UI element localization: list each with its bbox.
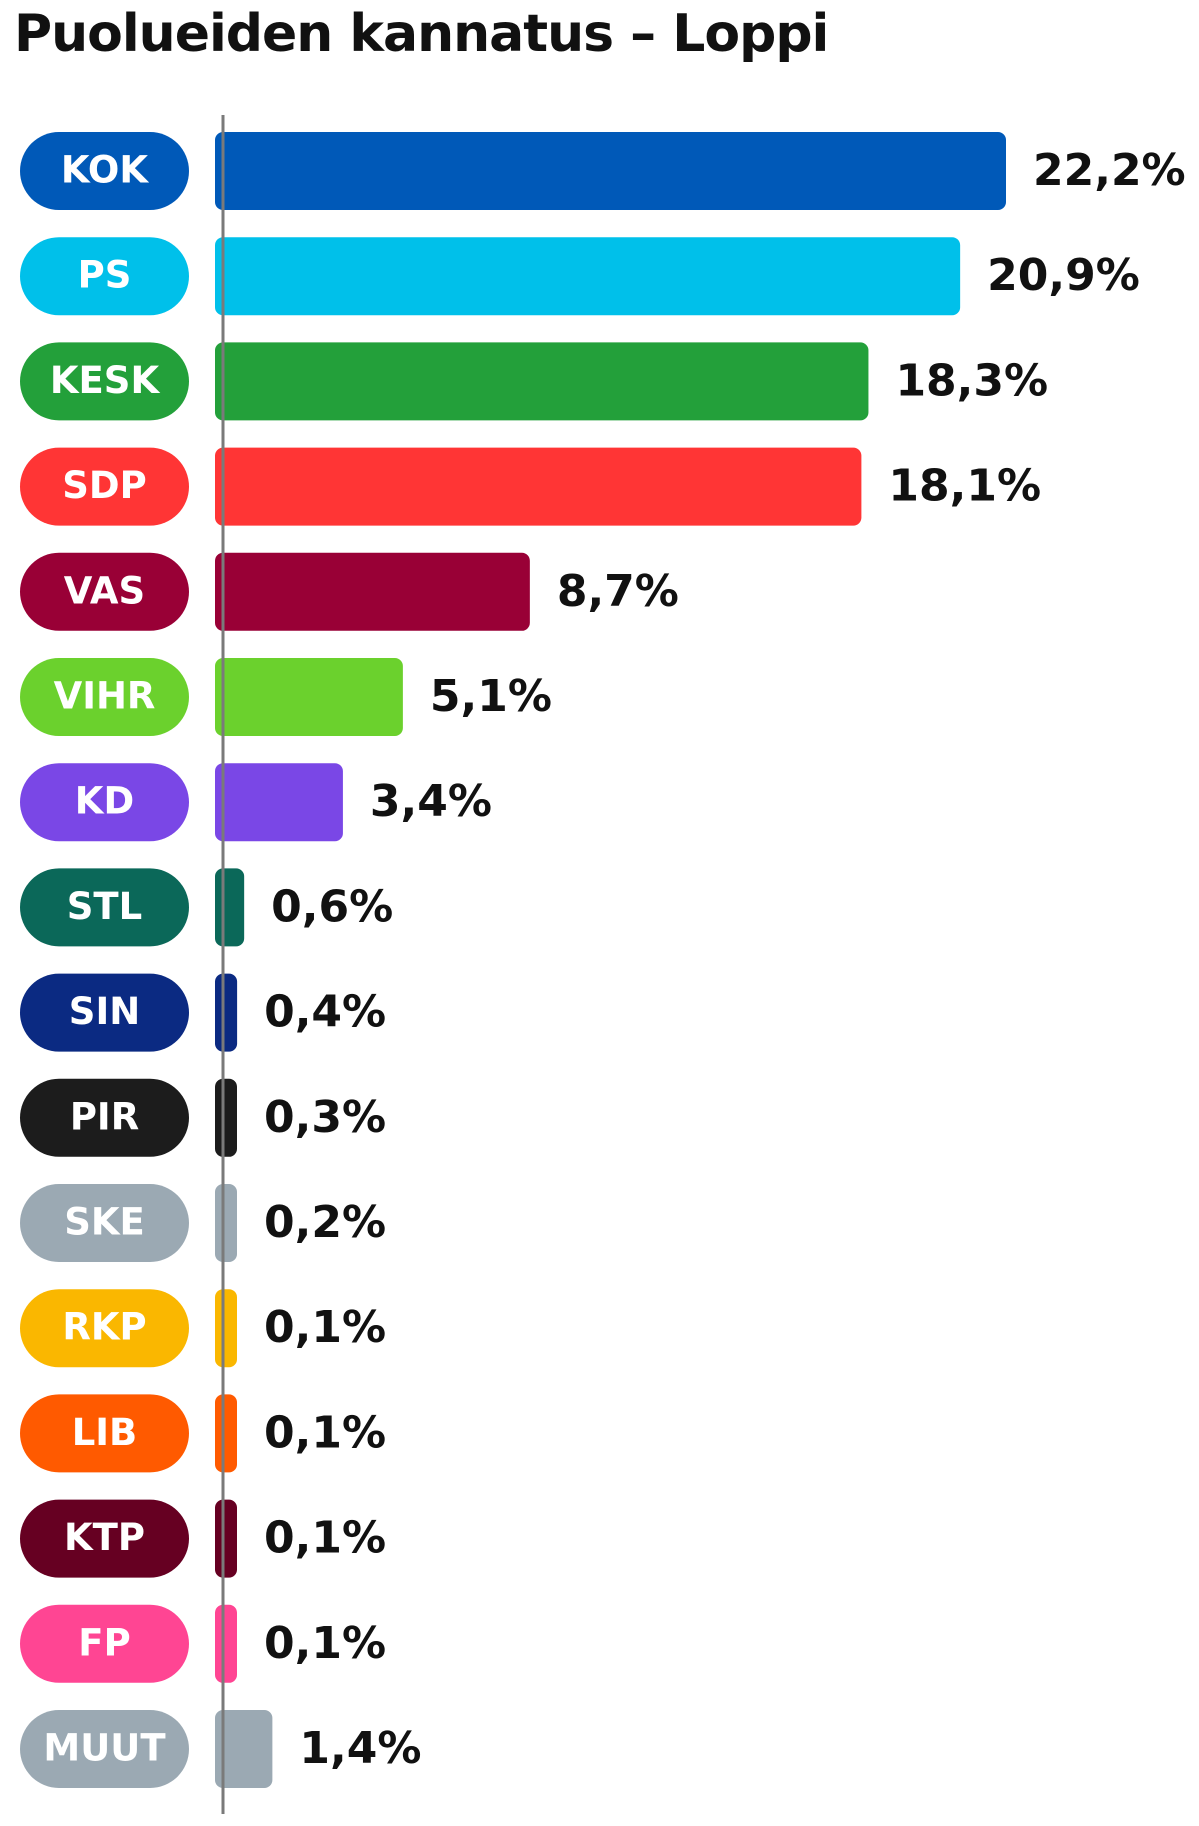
category-label-vas: VAS [64,569,145,612]
bar-sdp [215,447,862,526]
party-pill-pir [20,1078,189,1157]
category-label-sin: SIN [69,990,140,1033]
chart-title: Puolueiden kannatus – Loppi [14,4,829,64]
bar-ktp [215,1499,237,1578]
bar-ps [215,237,961,316]
category-label-pir: PIR [70,1095,139,1138]
party-pill-sin [20,973,189,1052]
party-pill-kok [20,132,189,210]
party-pill-lib [20,1394,189,1473]
party-pill-sdp [20,447,189,526]
category-label-rkp: RKP [62,1306,146,1349]
value-label-stl: 0,6% [271,881,393,932]
bar-muut [215,1710,273,1788]
value-label-pir: 0,3% [264,1092,386,1143]
category-label-kesk: KESK [50,359,161,402]
bar-kesk [215,342,869,421]
bar-vihr [215,658,403,736]
category-label-ske: SKE [64,1201,145,1244]
bars-layer: KOK 22,2% PS 20,9% KESK 18,3% SDP 18,1% VAS 8,7% V… [20,132,1186,1788]
value-label-fp: 0,1% [264,1618,386,1669]
value-label-ske: 0,2% [264,1197,386,1248]
party-pill-vas [20,552,189,631]
value-label-vas: 8,7% [557,566,679,617]
value-label-ktp: 0,1% [264,1513,386,1564]
category-label-ps: PS [78,254,132,297]
value-label-ps: 20,9% [987,250,1140,301]
value-label-muut: 1,4% [299,1723,421,1774]
party-pill-fp [20,1604,189,1683]
party-pill-rkp [20,1289,189,1368]
value-label-rkp: 0,1% [264,1302,386,1353]
value-label-lib: 0,1% [264,1407,386,1458]
party-pill-ktp [20,1499,189,1578]
party-pill-vihr [20,658,189,736]
category-label-fp: FP [78,1621,130,1664]
bar-kd [215,763,343,842]
bar-pir [215,1078,237,1157]
bar-ske [215,1184,237,1262]
value-label-kok: 22,2% [1033,145,1186,196]
category-label-ktp: KTP [64,1516,145,1559]
value-label-vihr: 5,1% [430,671,552,722]
value-label-sdp: 18,1% [888,461,1041,512]
bar-fp [215,1604,237,1683]
category-label-muut: MUUT [43,1727,166,1770]
value-label-kesk: 18,3% [895,355,1048,406]
category-label-kd: KD [75,780,134,823]
party-pill-muut [20,1710,189,1788]
category-label-lib: LIB [72,1411,138,1454]
bar-rkp [215,1289,237,1368]
party-pill-ps [20,237,189,316]
party-pill-kesk [20,342,189,421]
value-label-kd: 3,4% [370,776,492,827]
party-pill-ske [20,1184,189,1262]
bar-kok [215,132,1006,210]
category-label-sdp: SDP [62,464,146,507]
party-pill-kd [20,763,189,842]
bar-stl [215,868,245,947]
party-pill-stl [20,868,189,947]
bar-sin [215,973,238,1052]
bar-lib [215,1394,237,1473]
category-label-kok: KOK [61,149,149,192]
category-label-stl: STL [67,885,142,928]
value-label-sin: 0,4% [264,987,386,1038]
category-label-vihr: VIHR [54,675,156,718]
bar-vas [215,552,530,631]
